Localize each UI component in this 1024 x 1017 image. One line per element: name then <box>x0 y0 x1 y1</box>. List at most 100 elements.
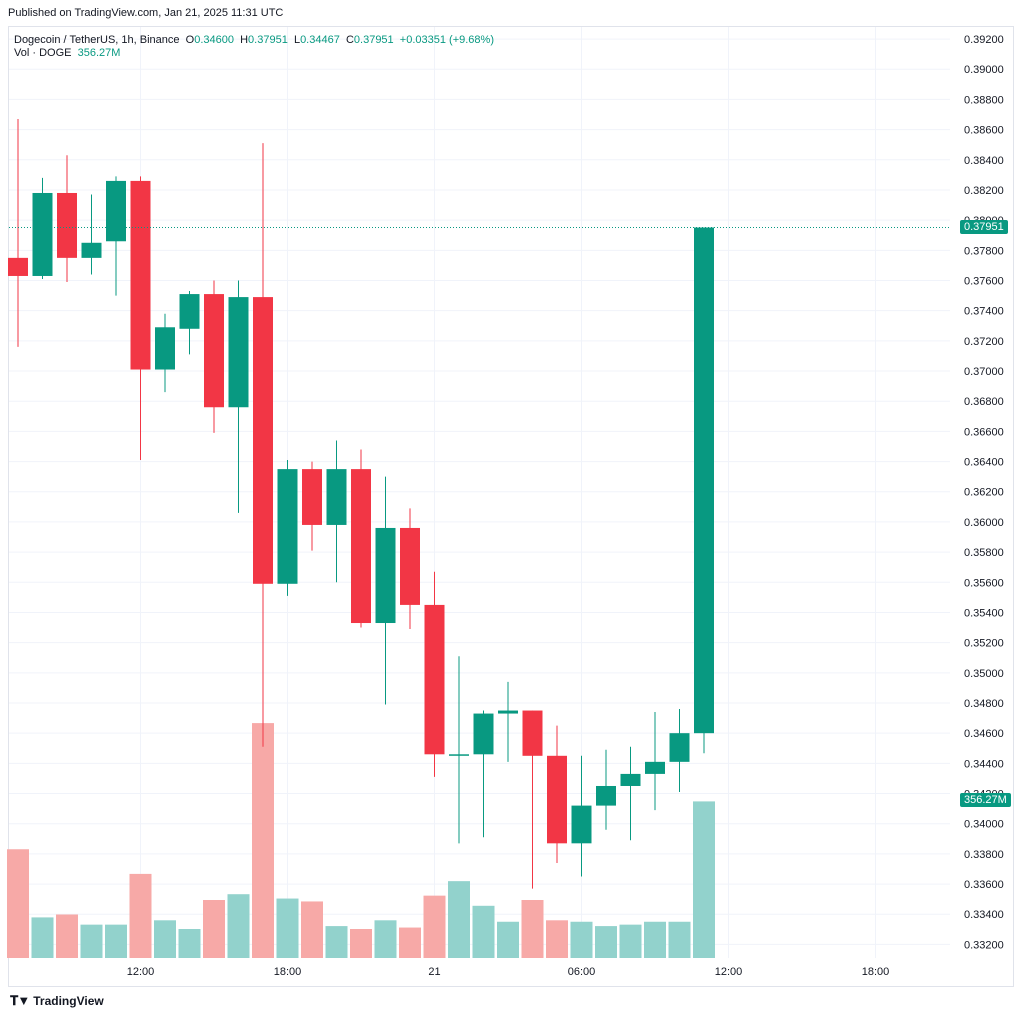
candle-body <box>571 805 592 844</box>
y-tick-label: 0.34000 <box>964 819 1004 831</box>
x-tick-label: 12:00 <box>127 966 155 978</box>
x-tick-label: 21 <box>428 966 440 978</box>
volume-tag: 356.27M <box>960 793 1011 808</box>
y-tick-label: 0.36000 <box>964 517 1004 529</box>
candle-body <box>694 227 714 734</box>
candle-body <box>57 192 77 258</box>
candle-body <box>400 527 420 605</box>
y-tick-label: 0.33400 <box>964 909 1004 921</box>
published-caption: Published on TradingView.com, Jan 21, 20… <box>8 7 284 19</box>
volume-label[interactable]: Vol · DOGE <box>14 47 72 59</box>
open-label: O <box>185 34 195 46</box>
candle-body <box>473 713 494 755</box>
volume-bar <box>350 929 372 958</box>
volume-bar <box>203 900 225 958</box>
volume-bar <box>374 920 397 958</box>
volume-bar <box>472 905 495 958</box>
y-tick-label: 0.34400 <box>964 758 1004 770</box>
candle-body <box>228 297 249 408</box>
volume-bar <box>546 920 568 958</box>
x-tick-label: 06:00 <box>568 966 596 978</box>
high-label: H <box>240 34 249 46</box>
volume-bar <box>178 929 201 958</box>
volume-bar <box>644 921 666 958</box>
x-tick-label: 12:00 <box>715 966 743 978</box>
candle-body <box>32 192 53 276</box>
y-tick-label: 0.38400 <box>964 155 1004 167</box>
y-tick-label: 0.35200 <box>964 638 1004 650</box>
volume-legend: Vol · DOGE 356.27M <box>14 47 120 59</box>
y-tick-label: 0.36400 <box>964 457 1004 469</box>
candle-body <box>669 733 690 762</box>
volume-bar <box>399 927 421 958</box>
low-value: 0.34467 <box>300 34 340 46</box>
candle-body <box>253 297 273 584</box>
y-tick-label: 0.39200 <box>964 34 1004 46</box>
volume-bar <box>693 801 715 958</box>
y-tick-label: 0.33600 <box>964 879 1004 891</box>
volume-bar <box>31 917 54 958</box>
last-price-tag: 0.37951 <box>960 219 1008 234</box>
volume-bar <box>129 873 152 958</box>
volume-bar <box>521 900 544 958</box>
volume-bar <box>595 926 617 958</box>
candle-body <box>596 785 616 806</box>
candle-body <box>204 294 224 408</box>
candle-body <box>81 242 102 258</box>
y-tick-label: 0.38600 <box>964 125 1004 137</box>
candle-body <box>106 180 126 242</box>
y-tick-label: 0.37200 <box>964 336 1004 348</box>
y-tick-label: 0.37000 <box>964 366 1004 378</box>
y-tick-label: 0.35600 <box>964 577 1004 589</box>
candle-body <box>498 710 518 714</box>
volume-bar <box>668 921 691 958</box>
volume-bar <box>448 881 470 958</box>
y-tick-label: 0.39000 <box>964 64 1004 76</box>
candle-body <box>375 527 396 624</box>
candle-body <box>326 469 347 525</box>
y-tick-label: 0.34600 <box>964 728 1004 740</box>
volume-bar <box>252 723 274 958</box>
candle-body <box>547 755 567 844</box>
y-tick-label: 0.38200 <box>964 185 1004 197</box>
volume-value: 356.27M <box>77 47 121 59</box>
candle-body <box>351 469 371 624</box>
x-tick-label: 18:00 <box>862 966 890 978</box>
chart-legend: Dogecoin / TetherUS, 1h, Binance O0.3460… <box>14 33 494 48</box>
x-tick-label: 18:00 <box>274 966 302 978</box>
open-value: 0.34600 <box>194 34 234 46</box>
candle-body <box>277 469 298 584</box>
y-tick-label: 0.37400 <box>964 306 1004 318</box>
volume-bar <box>325 926 348 958</box>
volume-bar <box>56 914 78 958</box>
volume-bar <box>154 920 176 958</box>
volume-bar <box>619 924 642 958</box>
high-value: 0.37951 <box>248 34 288 46</box>
volume-bar <box>227 894 250 958</box>
y-tick-label: 0.36200 <box>964 487 1004 499</box>
y-tick-label: 0.37600 <box>964 275 1004 287</box>
candle-body <box>130 180 151 370</box>
volume-bar <box>423 895 446 958</box>
volume-bar <box>570 921 593 958</box>
candle-body <box>620 773 641 786</box>
y-tick-label: 0.38800 <box>964 94 1004 106</box>
chart-frame <box>8 26 1014 987</box>
candle-body <box>449 754 469 756</box>
tradingview-brand[interactable]: 𝐓▼ TradingView <box>10 993 104 1009</box>
low-label: L <box>293 34 301 46</box>
volume-bar <box>301 901 323 958</box>
change-value: +0.03351 (+9.68%) <box>399 34 494 46</box>
candle-body <box>302 469 322 525</box>
candle-body <box>179 294 200 329</box>
volume-bar <box>105 924 127 958</box>
candle-body <box>155 327 175 370</box>
y-tick-label: 0.34800 <box>964 698 1004 710</box>
candle-body <box>645 761 665 774</box>
close-value: 0.37951 <box>353 34 394 46</box>
volume-bar <box>7 849 29 958</box>
symbol-label[interactable]: Dogecoin / TetherUS, 1h, Binance <box>14 34 180 46</box>
volume-bar <box>276 898 299 958</box>
y-tick-label: 0.35400 <box>964 607 1004 619</box>
